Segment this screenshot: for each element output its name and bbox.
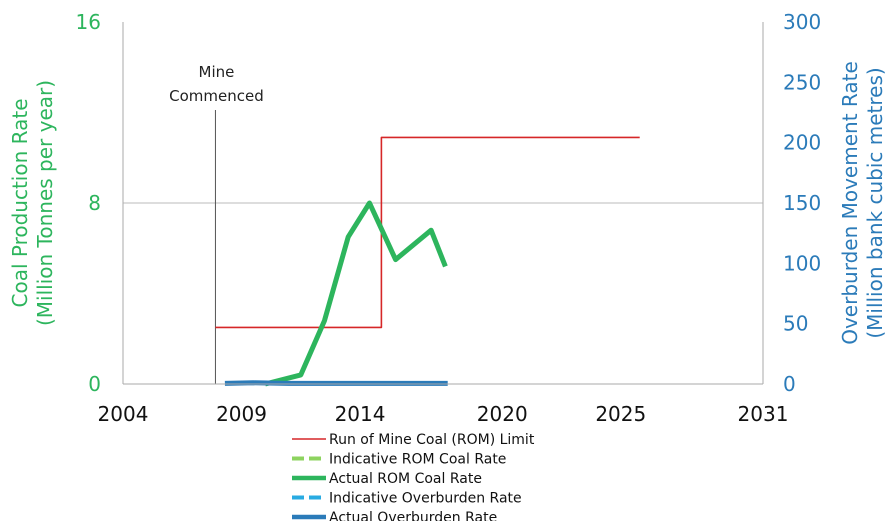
series-line-4 (224, 380, 448, 386)
right-y-tick-label: 200 (783, 131, 821, 155)
series-layer (215, 136, 640, 387)
right-y-axis-label-line2: (Million bank cubic metres) (863, 67, 887, 338)
annotation-text-line1: Mine (199, 63, 235, 81)
annotation: Mine Commenced (169, 63, 264, 384)
legend-label: Run of Mine Coal (ROM) Limit (329, 432, 535, 448)
left-y-tick-labels: 0 8 16 (76, 10, 101, 396)
series-line-2 (264, 200, 448, 387)
x-tick-label: 2025 (595, 402, 646, 426)
right-y-tick-label: 50 (783, 312, 808, 336)
annotation-text-line2: Commenced (169, 87, 264, 105)
right-y-axis-label-line1: Overburden Movement Rate (838, 61, 862, 345)
x-tick-labels: 2004 2009 2014 2020 2025 2031 (98, 402, 789, 426)
right-y-tick-label: 100 (783, 251, 821, 275)
x-tick-label: 2014 (335, 402, 386, 426)
right-y-tick-label: 0 (783, 372, 796, 396)
left-y-tick-label: 16 (76, 10, 101, 34)
right-y-tick-label: 250 (783, 70, 821, 94)
right-y-tick-label: 150 (783, 191, 821, 215)
left-y-tick-label: 0 (88, 372, 101, 396)
left-y-axis-label-line2: (Million Tonnes per year) (33, 80, 57, 326)
legend: Run of Mine Coal (ROM) Limit Indicative R… (292, 432, 535, 521)
x-tick-label: 2009 (216, 402, 267, 426)
legend-label: Indicative Overburden Rate (329, 491, 522, 507)
left-y-tick-label: 8 (88, 191, 101, 215)
legend-label: Indicative ROM Coal Rate (329, 452, 506, 468)
left-y-axis-label-line1: Coal Production Rate (8, 99, 32, 308)
axes (122, 22, 764, 385)
right-y-tick-labels: 0 50 100 150 200 250 300 (783, 10, 821, 396)
x-tick-label: 2020 (477, 402, 528, 426)
x-tick-label: 2031 (738, 402, 789, 426)
x-tick-label: 2004 (98, 402, 149, 426)
right-y-tick-label: 300 (783, 10, 821, 34)
legend-label: Actual ROM Coal Rate (329, 471, 482, 487)
legend-label: Actual Overburden Rate (329, 510, 497, 521)
